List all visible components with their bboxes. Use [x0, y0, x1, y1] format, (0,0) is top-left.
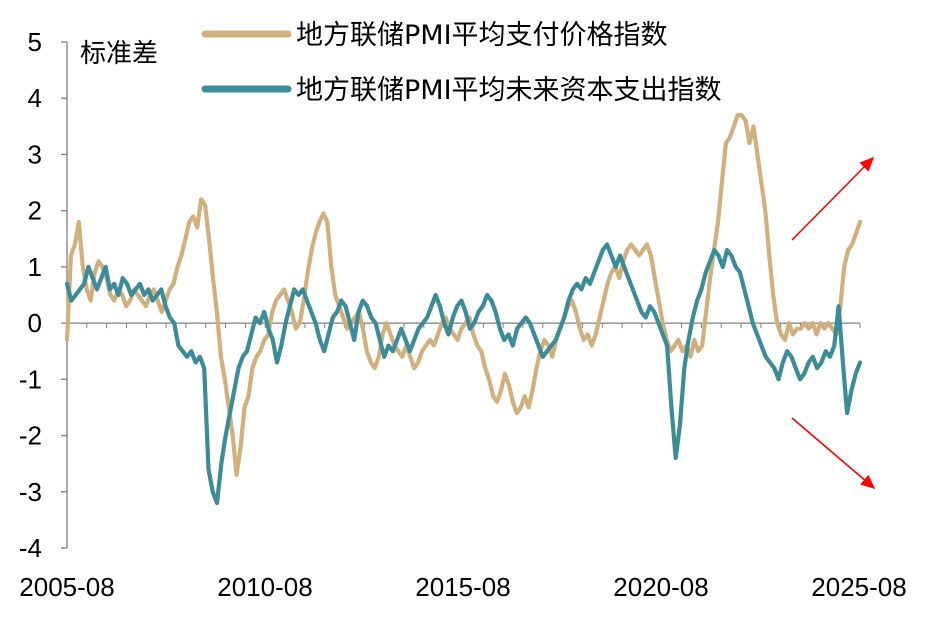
x-tick-label: 2005-08 [19, 572, 114, 602]
series-line-payment-price [64, 112, 863, 477]
legend-label-payment-price: 地方联储PMI平均支付价格指数 [296, 20, 668, 51]
y-tick-label: -1 [19, 364, 42, 394]
series-lines [64, 112, 863, 506]
legend-label-capex: 地方联储PMI平均未来资本支出指数 [296, 75, 722, 106]
x-tick-label: 2020-08 [613, 572, 708, 602]
x-tick-label: 2025-08 [811, 572, 906, 602]
x-tick-label: 2010-08 [217, 572, 312, 602]
y-tick-label: -3 [19, 477, 42, 507]
down-trend-arrow [791, 417, 876, 490]
y-tick-label: 1 [28, 252, 42, 282]
x-axis: 2005-08 2010-08 2015-08 2020-08 2025-08 [19, 322, 907, 602]
y-tick-label: 0 [28, 308, 42, 338]
y-tick-label: -2 [19, 421, 42, 451]
legend: 地方联储PMI平均支付价格指数 地方联储PMI平均未来资本支出指数 [201, 20, 722, 106]
y-axis-title: 标准差 [80, 39, 158, 69]
y-tick-label: 3 [28, 139, 42, 169]
up-trend-arrow [791, 156, 875, 241]
series-line-capex [64, 242, 863, 506]
y-tick-label: -4 [19, 533, 42, 563]
y-tick-label: 4 [28, 83, 42, 113]
y-tick-label: 5 [28, 27, 42, 57]
x-tick-label: 2015-08 [415, 572, 510, 602]
y-axis: 5 4 3 2 1 0 -1 -2 -3 -4 [19, 27, 68, 563]
y-tick-label: 2 [28, 196, 42, 226]
